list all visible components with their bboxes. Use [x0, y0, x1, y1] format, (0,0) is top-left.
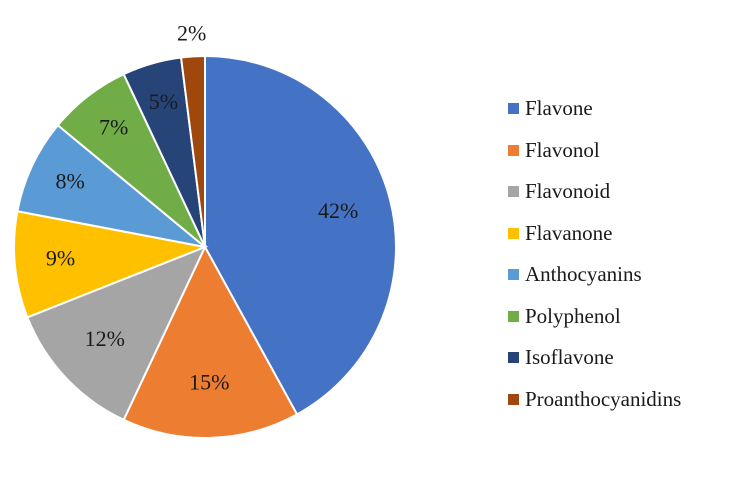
- legend-label-proanthocyanidins: Proanthocyanidins: [525, 386, 682, 411]
- legend-swatch-anthocyanins: [508, 269, 519, 281]
- legend-label-anthocyanins: Anthocyanins: [525, 262, 642, 287]
- legend-swatch-isoflavone: [508, 352, 519, 364]
- legend-label-flavone: Flavone: [525, 96, 593, 121]
- legend-swatch-flavonol: [508, 144, 519, 156]
- pie-label-anthocyanins: 8%: [56, 169, 85, 194]
- legend-item-flavanone: Flavanone: [508, 213, 681, 255]
- pie-slice-proanthocyanidins: [179, 54, 206, 248]
- legend-swatch-flavone: [508, 103, 519, 115]
- legend-label-polyphenol: Polyphenol: [525, 303, 621, 328]
- legend-label-flavonol: Flavonol: [525, 137, 600, 162]
- pie-slice-flavanone: [13, 210, 209, 319]
- pie-slice-flavonol: [122, 244, 299, 439]
- legend-label-flavanone: Flavanone: [525, 220, 613, 245]
- pie-label-proanthocyanidins: 2%: [177, 20, 206, 45]
- legend-item-flavone: Flavone: [508, 88, 681, 130]
- pie-label-polyphenol: 7%: [99, 114, 128, 139]
- pie-label-flavanone: 9%: [46, 246, 75, 271]
- legend-item-polyphenol: Polyphenol: [508, 296, 681, 338]
- pie-slice-flavone: [204, 54, 397, 416]
- legend-label-isoflavone: Isoflavone: [525, 345, 614, 370]
- legend-item-anthocyanins: Anthocyanins: [508, 254, 681, 296]
- chart-legend: Flavone Flavonol Flavonoid Flavanone Ant…: [508, 88, 681, 420]
- legend-item-isoflavone: Isoflavone: [508, 337, 681, 379]
- legend-item-flavonoid: Flavonoid: [508, 171, 681, 213]
- legend-swatch-flavanone: [508, 227, 519, 239]
- legend-label-flavonoid: Flavonoid: [525, 179, 611, 204]
- pie-label-flavonoid: 12%: [85, 326, 125, 351]
- legend-swatch-proanthocyanidins: [508, 393, 519, 405]
- pie-label-flavone: 42%: [318, 198, 358, 223]
- pie-slice-anthocyanins: [16, 123, 206, 248]
- legend-swatch-flavonoid: [508, 186, 519, 198]
- pie-slice-flavonoid: [26, 245, 207, 422]
- legend-item-proanthocyanidins: Proanthocyanidins: [508, 379, 681, 421]
- pie-label-flavonol: 15%: [189, 369, 229, 394]
- legend-swatch-polyphenol: [508, 310, 519, 322]
- pie-label-isoflavone: 5%: [149, 89, 178, 114]
- legend-item-flavonol: Flavonol: [508, 130, 681, 172]
